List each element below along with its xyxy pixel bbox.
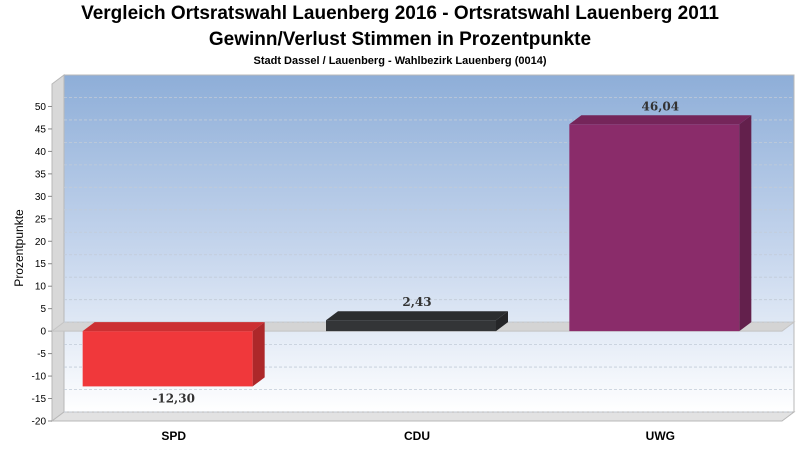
y-tick-label: 30 <box>35 192 47 203</box>
bar-top <box>569 115 752 125</box>
y-tick-label: 10 <box>35 282 47 293</box>
y-tick-label: 5 <box>40 304 46 315</box>
bar-side <box>496 311 508 332</box>
y-tick-label: 40 <box>35 147 47 158</box>
bar-front <box>82 331 253 387</box>
bar-spd <box>82 322 265 387</box>
y-tick-label: 20 <box>35 237 47 248</box>
data-label: 46,04 <box>642 99 680 113</box>
bar-uwg <box>569 115 752 332</box>
y-tick-label: -20 <box>32 417 47 428</box>
bar-front <box>569 124 740 332</box>
y-tick-label: 25 <box>35 214 47 225</box>
chart-caption: Stadt Dassel / Lauenberg - Wahlbezirk La… <box>253 55 547 67</box>
bar-top <box>82 322 265 332</box>
y-tick-label: 45 <box>35 124 47 135</box>
floor <box>50 411 796 422</box>
data-label: 2,43 <box>402 295 431 309</box>
chart-subtitle: Gewinn/Verlust Stimmen in Prozentpunkte <box>208 29 592 50</box>
x-tick-label: CDU <box>404 429 430 443</box>
y-tick-label: 50 <box>35 102 47 113</box>
left-wall <box>51 74 65 422</box>
y-tick-label: 35 <box>35 169 47 180</box>
bar-front <box>326 320 496 332</box>
data-label: -12,30 <box>152 391 195 405</box>
y-tick-label: -5 <box>37 349 46 360</box>
y-tick-label: 0 <box>40 327 46 338</box>
bar-cdu <box>326 311 508 332</box>
bar-side <box>252 322 265 387</box>
x-tick-label: SPD <box>161 429 186 443</box>
x-tick-label: UWG <box>646 429 675 443</box>
y-axis-label: Prozentpunkte <box>12 209 26 287</box>
y-tick-label: 15 <box>35 259 47 270</box>
bar-top <box>326 311 508 321</box>
chart-title: Vergleich Ortsratswahl Lauenberg 2016 - … <box>81 3 719 24</box>
y-tick-label: -15 <box>32 394 47 405</box>
bar-side <box>739 115 752 332</box>
y-tick-label: -10 <box>32 372 47 383</box>
